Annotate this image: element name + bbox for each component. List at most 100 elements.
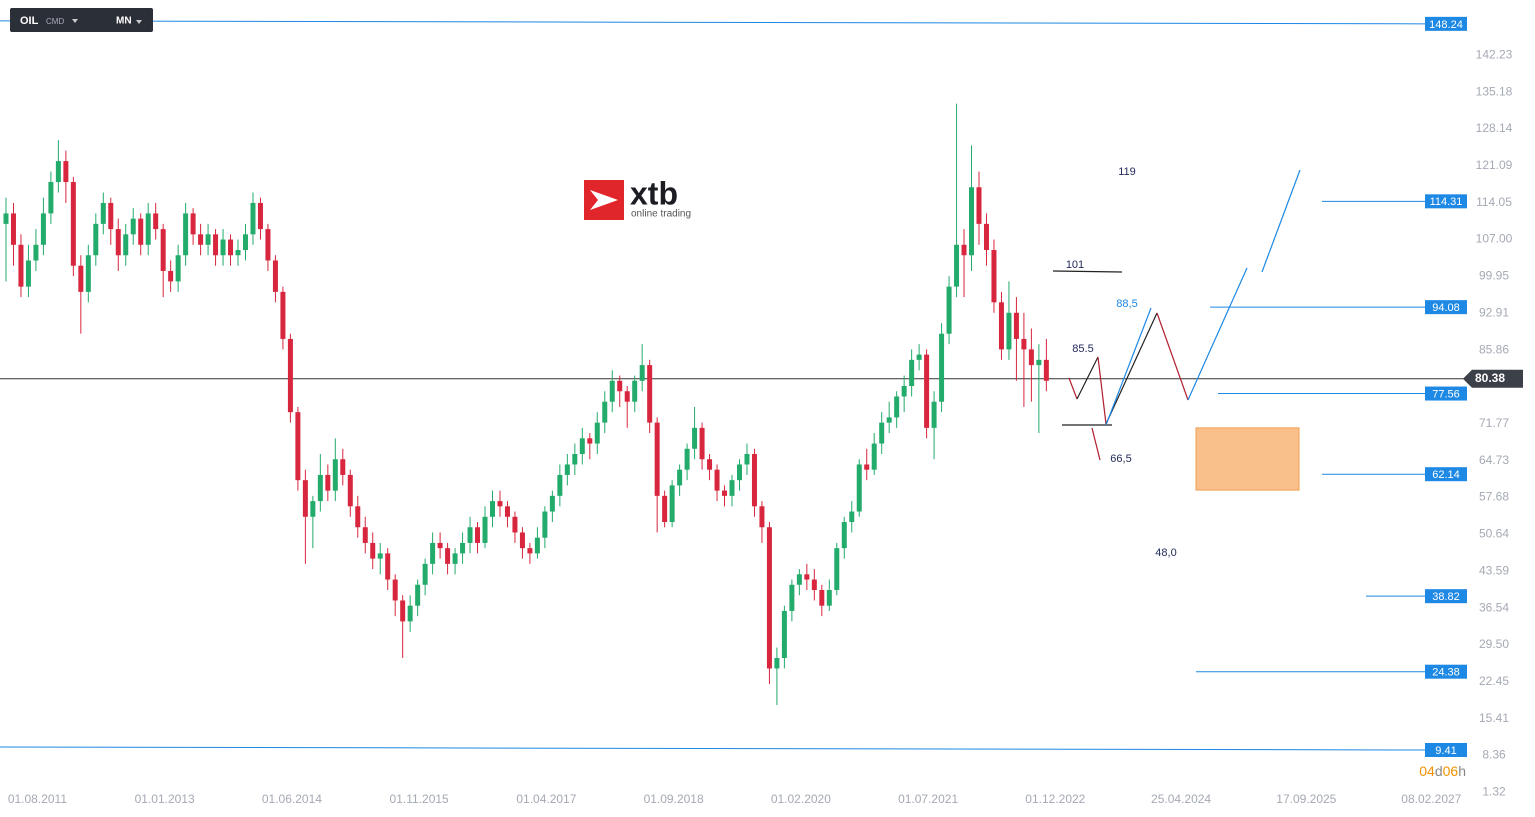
candle-body: [654, 422, 660, 496]
candle-body: [609, 380, 615, 402]
candle-body: [587, 438, 593, 444]
logo-tagline: online trading: [631, 209, 691, 220]
candle-body: [684, 448, 690, 470]
candle-body: [744, 454, 750, 465]
candle-body: [340, 459, 346, 475]
candle-body: [317, 474, 323, 502]
level-box: [1425, 742, 1467, 757]
candle-body: [542, 511, 548, 538]
background-layer: [0, 20, 1467, 751]
candle-body: [10, 213, 16, 245]
candle-body: [482, 516, 488, 543]
candle-body: [819, 589, 825, 606]
level-label: 148.24: [1429, 19, 1463, 31]
candle-body: [826, 589, 832, 606]
x-tick-label: 01.12.2022: [1025, 792, 1085, 806]
candle-body: [946, 286, 952, 334]
candle-body: [1013, 312, 1019, 339]
candle-body: [437, 542, 443, 549]
level-box: [1425, 194, 1467, 209]
level-line: [0, 20, 1426, 25]
candle-body: [669, 485, 675, 523]
candle-body: [692, 427, 698, 449]
candle-body: [677, 469, 683, 486]
candle-body: [183, 213, 189, 256]
candle-body: [93, 223, 99, 256]
y-tick-label: 29.50: [1479, 637, 1509, 651]
level-label: 94.08: [1432, 302, 1460, 314]
candle-body: [145, 213, 151, 245]
y-tick-label: 15.41: [1479, 711, 1509, 725]
candle-body: [886, 417, 892, 423]
dropdown-icon[interactable]: [136, 20, 142, 24]
candle-body: [377, 553, 383, 559]
wave-line: [1261, 169, 1301, 273]
candle-body: [153, 213, 159, 230]
candle-body: [407, 605, 413, 622]
annotation: 119: [1118, 166, 1136, 178]
countdown-part: h: [1458, 763, 1466, 779]
candle-body: [579, 438, 585, 455]
candle-body: [594, 422, 600, 444]
interval[interactable]: MN: [116, 16, 132, 27]
widget[interactable]: OIL CMD MN: [10, 8, 153, 32]
y-tick-label: 99.95: [1479, 269, 1509, 283]
x-tick-label: 01.04.2017: [516, 792, 576, 806]
y-tick-label: 128.14: [1476, 121, 1513, 135]
x-tick-label: 08.02.2027: [1401, 792, 1461, 806]
candle-body: [25, 260, 31, 287]
wave-line: [1097, 356, 1107, 425]
x-tick-label: 01.01.2013: [135, 792, 195, 806]
instrument-type[interactable]: CMD: [46, 17, 64, 26]
instrument[interactable]: OIL: [20, 15, 39, 27]
dropdown-icon[interactable]: [72, 19, 78, 23]
candle-body: [871, 443, 877, 470]
candle-body: [422, 563, 428, 585]
y-tick-label: 57.68: [1479, 490, 1509, 504]
y-tick-label: 121.09: [1476, 158, 1513, 172]
candle-body: [280, 291, 286, 339]
candle-body: [123, 234, 129, 256]
candle-body: [549, 495, 555, 512]
candle-body: [572, 454, 578, 465]
countdown-part: 06: [1443, 763, 1459, 779]
annotation: 48,0: [1155, 547, 1176, 559]
candle-body: [138, 218, 144, 245]
candle-body: [849, 511, 855, 523]
candle-body: [729, 480, 735, 496]
candle-body: [961, 244, 967, 256]
wave-line: [1105, 312, 1158, 425]
candle-body: [70, 182, 76, 266]
candle-body: [714, 469, 720, 491]
candle-body: [265, 229, 271, 261]
instrument-box[interactable]: [10, 8, 153, 32]
candle-body: [295, 412, 301, 481]
level-label: 38.82: [1432, 591, 1460, 603]
candle-body: [617, 380, 623, 392]
logo-name: xtb: [630, 175, 678, 211]
candle-body: [347, 474, 353, 507]
x-tick-label: 25.04.2024: [1151, 792, 1211, 806]
candle-body: [392, 579, 398, 601]
y-tick-label: 142.23: [1476, 47, 1513, 61]
candle-body: [1043, 359, 1049, 381]
candle-body: [512, 516, 518, 533]
candle-body: [242, 234, 248, 251]
last-price-box: [1463, 369, 1523, 388]
candle-body: [497, 501, 503, 507]
candle-body: [796, 574, 802, 585]
candle-body: [18, 244, 24, 287]
wave-line: [1187, 267, 1248, 401]
wave-line: [1156, 312, 1189, 401]
candle-body: [722, 490, 728, 496]
zone: [1195, 427, 1300, 491]
candle-body: [355, 506, 361, 528]
candle-body: [909, 359, 915, 387]
level-box: [1425, 664, 1467, 679]
candle-body: [362, 527, 368, 543]
level-box: [1425, 386, 1467, 401]
candle-body: [766, 527, 772, 669]
y-tick-label: 64.73: [1479, 453, 1509, 467]
